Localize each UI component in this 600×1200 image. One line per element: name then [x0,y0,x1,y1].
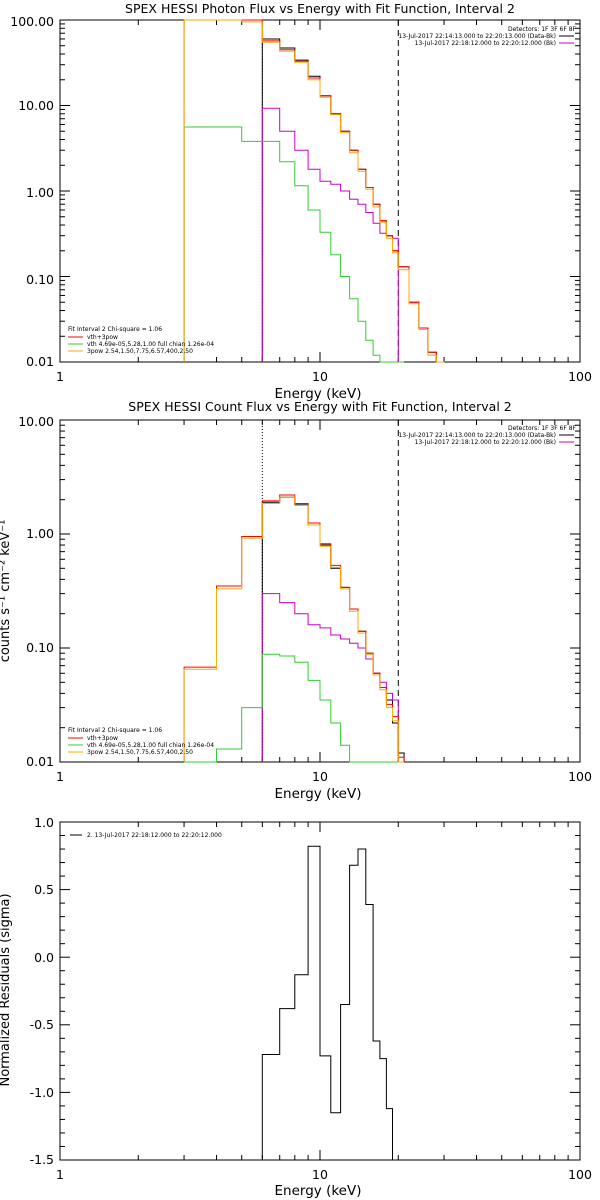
residuals-x-axis-label: Energy (keV) [275,1183,362,1199]
photon-vertical-markers [261,20,399,362]
photon-bk-time-range: 13-Jul-2017 22:18:12.000 to 22:20:12.000… [415,40,556,47]
photon-plot-frame [59,19,581,363]
count-vertical-markers [261,420,399,762]
count-xtick-label-1: 1 [56,769,64,784]
count-x-axis-label: Energy (keV) [275,786,362,802]
series-bk [261,107,405,363]
residuals-xtick-label-10: 10 [312,1167,328,1182]
series-3pow [183,19,445,363]
series-bk [261,593,405,763]
photon-xtick-label-1: 1 [56,369,64,384]
count-axis-ticks [59,419,581,763]
count-legend-vth: vth 4.69e-05,5.28,1.00 full chian 1.26e-… [87,742,214,749]
series-vth-3pow [183,494,405,762]
residuals-ytick-label-m1p5: -1.5 [30,1152,54,1167]
count-plot-frame [59,419,581,763]
residuals-xtick-label-1: 1 [56,1167,64,1182]
count-legend-fit-interval: Fit Interval 2 Chi-square = 1.06 [68,727,162,734]
photon-legend-vth: vth 4.69e-05,5.28,1.00 full chian 1.26e-… [87,341,214,348]
count-series-group [183,494,405,763]
count-legend-vth3pow: vth+3pow [87,735,118,742]
photon-data-time-range: 13-Jul-2017 22:14:13.000 to 22:20:13.000… [398,33,556,40]
residuals-ytick-label-m1p0: -1.0 [30,1085,54,1100]
series-2-13-jul-2017-22-18-12-000-to- [261,845,399,1161]
series-data-bk [261,496,405,762]
photon-legend-vth3pow: vth+3pow [87,334,118,341]
count-y-axis-label: counts s⁻¹ cm⁻² keV⁻¹ [0,520,13,663]
photon-ytick-label-0p01: 0.01 [26,354,54,369]
photon-ytick-label-1p00: 1.00 [26,185,54,200]
photon-detectors-label: Detectors: 1F 3F 6F 8F [508,26,577,33]
photon-flux-panel: SPEX HESSI Photon Flux vs Energy with Fi… [10,1,592,402]
residuals-xtick-label-100: 100 [568,1167,592,1182]
count-panel-title: SPEX HESSI Count Flux vs Energy with Fit… [128,399,511,414]
count-bk-time-range: 13-Jul-2017 22:18:12.000 to 22:20:12.000… [415,439,556,446]
series-3pow [183,496,405,763]
photon-ytick-label-100p00: 100.00 [10,14,54,29]
count-ytick-label-0p10: 0.10 [26,640,54,655]
series-vth [184,653,405,763]
series-data-bk [261,38,445,363]
count-xtick-label-100: 100 [568,769,592,784]
residuals-ytick-label-m0p5: -0.5 [30,1017,54,1032]
count-data-time-range: 13-Jul-2017 22:14:13.000 to 22:20:13.000… [398,432,556,439]
count-ytick-label-10p00: 10.00 [18,414,54,429]
count-ytick-label-1p00: 1.00 [26,526,54,541]
residuals-legend-label: 2. 13-Jul-2017 22:18:12.000 to 22:20:12.… [87,832,222,839]
residuals-axis-ticks [59,821,581,1161]
series-vth-3pow [183,19,445,363]
photon-series-group [183,19,445,363]
residuals-ytick-label-0p5: 0.5 [34,882,54,897]
photon-legend-fit-interval: Fit Interval 2 Chi-square = 1.06 [68,326,162,333]
count-detectors-label: Detectors: 1F 3F 6F 8F [508,425,577,432]
count-xtick-label-10: 10 [312,769,328,784]
photon-legend-3pow: 3pow 2.54,1.50,7.75,6.57,400,2.50 [87,348,193,355]
count-flux-panel: SPEX HESSI Count Flux vs Energy with Fit… [0,399,592,802]
photon-xtick-label-10: 10 [312,369,328,384]
count-legend-3pow: 3pow 2.54,1.50,7.75,6.57,400,2.50 [87,749,193,756]
residuals-ytick-label-0p0: 0.0 [34,950,54,965]
photon-x-axis-label: Energy (keV) [275,386,362,402]
photon-xtick-label-100: 100 [568,369,592,384]
count-ytick-label-0p01: 0.01 [26,754,54,769]
residuals-y-axis-label: Normalized Residuals (sigma) [0,893,13,1086]
series-vth [183,126,405,363]
photon-ytick-label-0p10: 0.10 [26,272,54,287]
photon-axis-ticks [59,19,581,363]
residuals-series-group [261,845,399,1161]
residuals-panel: Normalized Residuals (sigma) 1 10 100 -1… [0,815,592,1199]
photon-ytick-label-10p00: 10.00 [18,98,54,113]
residuals-ytick-label-1p0: 1.0 [34,815,54,830]
photon-panel-title: SPEX HESSI Photon Flux vs Energy with Fi… [125,1,515,16]
